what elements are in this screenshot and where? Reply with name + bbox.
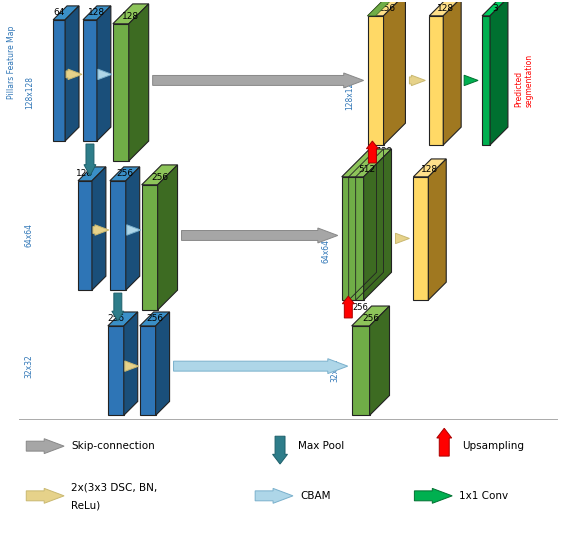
Polygon shape bbox=[367, 16, 384, 145]
Text: Max Pool: Max Pool bbox=[298, 441, 344, 451]
Text: 512: 512 bbox=[358, 165, 375, 174]
Polygon shape bbox=[482, 0, 508, 16]
Polygon shape bbox=[370, 306, 389, 415]
Text: 64x64: 64x64 bbox=[321, 239, 330, 263]
Text: 32x32: 32x32 bbox=[330, 359, 339, 382]
Polygon shape bbox=[53, 6, 79, 20]
Polygon shape bbox=[429, 0, 461, 16]
Text: 256: 256 bbox=[107, 314, 124, 323]
Text: 256: 256 bbox=[362, 314, 379, 323]
FancyArrow shape bbox=[464, 75, 478, 85]
FancyArrow shape bbox=[342, 296, 354, 318]
FancyArrow shape bbox=[414, 489, 452, 503]
FancyArrow shape bbox=[410, 75, 425, 85]
FancyArrow shape bbox=[127, 225, 141, 235]
Polygon shape bbox=[352, 326, 370, 415]
Text: 128: 128 bbox=[122, 12, 139, 21]
Polygon shape bbox=[142, 185, 158, 310]
Text: 64: 64 bbox=[54, 8, 65, 17]
Text: 128: 128 bbox=[437, 4, 454, 13]
Polygon shape bbox=[158, 165, 177, 310]
Text: 128: 128 bbox=[77, 169, 93, 178]
Polygon shape bbox=[83, 20, 97, 141]
FancyArrow shape bbox=[366, 141, 378, 163]
Polygon shape bbox=[482, 16, 490, 145]
Polygon shape bbox=[97, 6, 111, 141]
Polygon shape bbox=[142, 165, 177, 185]
Text: 128: 128 bbox=[376, 147, 392, 156]
Polygon shape bbox=[78, 181, 92, 290]
Text: 128x128: 128x128 bbox=[25, 76, 34, 109]
FancyArrow shape bbox=[396, 233, 410, 244]
Text: 2x(3x3 DSC, BN,: 2x(3x3 DSC, BN, bbox=[71, 483, 157, 493]
Text: 128x128: 128x128 bbox=[345, 77, 354, 110]
Text: CBAM: CBAM bbox=[300, 491, 331, 501]
Text: ReLu): ReLu) bbox=[71, 501, 100, 511]
FancyArrow shape bbox=[93, 225, 109, 235]
Text: 128: 128 bbox=[88, 8, 105, 17]
Text: 64x64: 64x64 bbox=[25, 223, 34, 247]
Text: Skip-connection: Skip-connection bbox=[71, 441, 155, 451]
Polygon shape bbox=[429, 16, 444, 145]
FancyArrow shape bbox=[125, 361, 139, 371]
Polygon shape bbox=[342, 149, 392, 177]
Text: 1x1 Conv: 1x1 Conv bbox=[459, 491, 508, 501]
Text: Pillars Feature Map: Pillars Feature Map bbox=[7, 26, 16, 99]
FancyArrow shape bbox=[98, 69, 112, 80]
Polygon shape bbox=[352, 306, 389, 326]
Polygon shape bbox=[126, 167, 140, 290]
Text: 256: 256 bbox=[151, 173, 168, 182]
Polygon shape bbox=[490, 0, 508, 145]
FancyArrow shape bbox=[181, 228, 338, 243]
Polygon shape bbox=[53, 20, 65, 141]
Text: 128: 128 bbox=[421, 165, 438, 174]
Polygon shape bbox=[363, 149, 392, 300]
FancyArrow shape bbox=[153, 73, 363, 88]
Text: Upsampling: Upsampling bbox=[462, 441, 524, 451]
Text: 256: 256 bbox=[378, 4, 395, 13]
Polygon shape bbox=[65, 6, 79, 141]
Polygon shape bbox=[92, 167, 106, 290]
Polygon shape bbox=[367, 0, 406, 16]
Polygon shape bbox=[429, 159, 446, 300]
FancyArrow shape bbox=[26, 489, 64, 503]
Polygon shape bbox=[78, 167, 106, 181]
FancyArrow shape bbox=[26, 439, 64, 453]
FancyArrow shape bbox=[173, 359, 348, 374]
Polygon shape bbox=[83, 6, 111, 20]
Text: 3: 3 bbox=[492, 4, 498, 13]
FancyArrow shape bbox=[255, 489, 293, 503]
Polygon shape bbox=[140, 312, 169, 326]
FancyArrow shape bbox=[66, 69, 82, 80]
Text: 256: 256 bbox=[146, 314, 163, 323]
Text: Predicted
segmentation: Predicted segmentation bbox=[514, 54, 533, 107]
Text: 256: 256 bbox=[116, 169, 134, 178]
FancyArrow shape bbox=[112, 293, 124, 321]
Polygon shape bbox=[110, 167, 140, 181]
Polygon shape bbox=[113, 4, 149, 24]
Polygon shape bbox=[444, 0, 461, 145]
Polygon shape bbox=[414, 159, 446, 177]
Polygon shape bbox=[113, 24, 129, 161]
Polygon shape bbox=[108, 312, 138, 326]
Text: 32x32: 32x32 bbox=[25, 354, 34, 378]
Polygon shape bbox=[156, 312, 169, 415]
Polygon shape bbox=[140, 326, 156, 415]
Polygon shape bbox=[124, 312, 138, 415]
Polygon shape bbox=[384, 0, 406, 145]
Polygon shape bbox=[342, 177, 363, 300]
Polygon shape bbox=[108, 326, 124, 415]
Text: 256: 256 bbox=[353, 303, 368, 311]
FancyArrow shape bbox=[272, 436, 287, 464]
FancyArrow shape bbox=[84, 144, 96, 176]
Polygon shape bbox=[367, 0, 397, 16]
Polygon shape bbox=[110, 181, 126, 290]
FancyArrow shape bbox=[437, 428, 452, 456]
Polygon shape bbox=[414, 177, 429, 300]
Polygon shape bbox=[129, 4, 149, 161]
